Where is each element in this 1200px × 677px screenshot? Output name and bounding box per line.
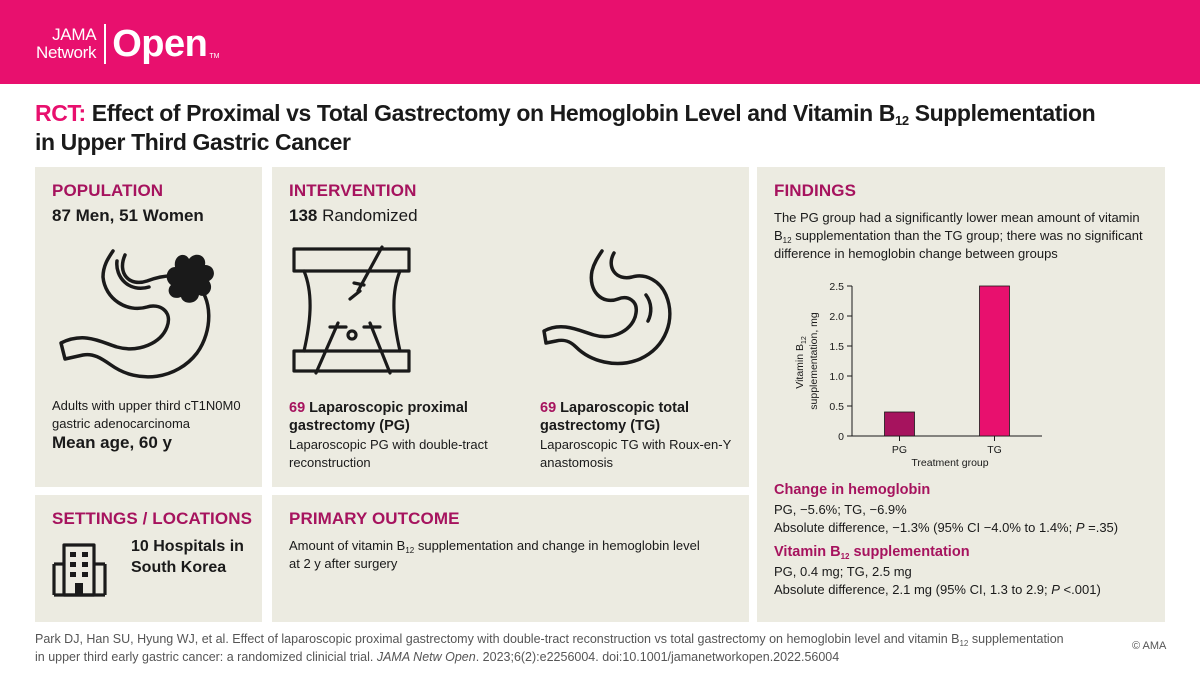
title-text-part1: Effect of Proximal vs Total Gastrectomy … bbox=[91, 100, 896, 126]
hemoglobin-text: PG, −5.6%; TG, −6.9% Absolute difference… bbox=[774, 501, 1154, 537]
title-text-line2: in Upper Third Gastric Cancer bbox=[35, 129, 351, 155]
logo-divider bbox=[104, 24, 107, 64]
logo-wordmark: JAMA Network bbox=[36, 25, 97, 62]
copyright: © AMA bbox=[1132, 640, 1167, 652]
stomach-with-tumor-icon bbox=[59, 249, 214, 379]
population-description: Adults with upper third cT1N0M0 gastric … bbox=[52, 398, 241, 431]
citation: Park DJ, Han SU, Hyung WJ, et al. Effect… bbox=[35, 632, 1064, 664]
title-subscript: 12 bbox=[895, 113, 909, 128]
findings-intro: The PG group had a significantly lower m… bbox=[774, 209, 1144, 263]
y-tick-label: 2.0 bbox=[829, 311, 844, 323]
laparoscopic-abdomen-icon bbox=[292, 245, 411, 375]
tg-arm: 69 Laparoscopic total gastrectomy (TG) L… bbox=[540, 399, 740, 472]
vitamin-title: Vitamin B12 supplementation bbox=[774, 544, 970, 561]
settings-panel: SETTINGS / LOCATIONS 10 Hospitals in Sou… bbox=[35, 495, 262, 622]
intervention-headline: 138 Randomized bbox=[289, 206, 418, 226]
pg-title: Laparoscopic proximal gastrectomy (PG) bbox=[289, 400, 468, 434]
pg-description: Laparoscopic PG with double-tract recons… bbox=[289, 437, 488, 470]
findings-intro-part1: The PG group had a significantly lower m… bbox=[774, 210, 1140, 243]
stomach-icon bbox=[542, 249, 672, 366]
intervention-panel: INTERVENTION 138 Randomized 69 Laparosco… bbox=[272, 167, 749, 487]
vitamin-line2: Absolute difference, 2.1 mg (95% CI, 1.3… bbox=[774, 582, 1101, 597]
y-tick-label: 1.5 bbox=[829, 341, 844, 353]
y-axis-label: Vitamin B12 supplementation, mg bbox=[794, 312, 820, 410]
vitamin-line1: PG, 0.4 mg; TG, 2.5 mg bbox=[774, 564, 912, 579]
vitamin-b12-bar-chart: 0 0.5 1.0 1.5 2.0 2.5 PG TG Vitamin B12 supple… bbox=[794, 281, 1042, 469]
tg-title: Laparoscopic total gastrectomy (TG) bbox=[540, 400, 690, 434]
logo-jama-text: JAMA bbox=[52, 25, 97, 44]
outcome-label: PRIMARY OUTCOME bbox=[289, 509, 460, 528]
bar-tg bbox=[979, 285, 1010, 437]
randomized-text: Randomized bbox=[317, 206, 418, 225]
x-axis-label: Treatment group bbox=[911, 457, 988, 469]
population-headline: 87 Men, 51 Women bbox=[52, 206, 204, 225]
intervention-label: INTERVENTION bbox=[289, 181, 417, 200]
findings-panel: FINDINGS The PG group had a significantl… bbox=[757, 167, 1165, 622]
logo-network-text: Network bbox=[36, 43, 97, 62]
population-panel: POPULATION 87 Men, 51 Women Adults with … bbox=[35, 167, 262, 487]
population-mean-age: Mean age, 60 y bbox=[52, 433, 173, 452]
hemoglobin-line1: PG, −5.6%; TG, −6.9% bbox=[774, 502, 907, 517]
title-text-part2: Supplementation bbox=[908, 100, 1096, 126]
findings-intro-subscript: 12 bbox=[782, 236, 792, 245]
vitamin-text: PG, 0.4 mg; TG, 2.5 mg Absolute differen… bbox=[774, 563, 1154, 599]
hemoglobin-line2: Absolute difference, −1.3% (95% CI −4.0%… bbox=[774, 520, 1119, 535]
pg-arm: 69 Laparoscopic proximal gastrectomy (PG… bbox=[289, 399, 489, 472]
primary-outcome-panel: PRIMARY OUTCOME Amount of vitamin B12 su… bbox=[272, 495, 749, 622]
hospital-building-icon bbox=[52, 543, 107, 597]
pg-count: 69 bbox=[289, 400, 306, 416]
hemoglobin-title: Change in hemoglobin bbox=[774, 482, 931, 498]
outcome-text: Amount of vitamin B12 supplementation an… bbox=[289, 538, 700, 571]
header-banner: JAMA Network Open TM bbox=[0, 0, 1200, 84]
population-label: POPULATION bbox=[52, 181, 164, 200]
x-tick-label-tg: TG bbox=[987, 444, 1002, 456]
y-tick-label: 2.5 bbox=[829, 281, 844, 293]
y-tick-label: 0 bbox=[838, 431, 844, 443]
tg-description: Laparoscopic TG with Roux-en-Y anastomos… bbox=[540, 437, 732, 470]
jama-network-open-logo: JAMA Network Open TM bbox=[36, 24, 219, 64]
title-rct-prefix: RCT: bbox=[35, 100, 86, 126]
logo-trademark: TM bbox=[209, 53, 220, 60]
randomized-count: 138 bbox=[289, 206, 318, 225]
findings-intro-part2: supplementation than the TG group; there… bbox=[774, 228, 1143, 261]
bar-pg bbox=[884, 411, 915, 437]
y-tick-label: 1.0 bbox=[829, 371, 844, 383]
settings-label: SETTINGS / LOCATIONS bbox=[52, 509, 253, 528]
logo-open-text: Open bbox=[112, 23, 208, 65]
settings-text: 10 Hospitals in South Korea bbox=[131, 538, 244, 576]
y-tick-label: 0.5 bbox=[829, 401, 844, 413]
tumor-blob bbox=[166, 254, 214, 303]
tg-count: 69 bbox=[540, 400, 557, 416]
page-title: RCT: Effect of Proximal vs Total Gastrec… bbox=[35, 99, 1175, 157]
x-tick-label-pg: PG bbox=[892, 444, 907, 456]
findings-label: FINDINGS bbox=[774, 181, 857, 200]
tg-arm-title: 69 Laparoscopic total gastrectomy (TG) bbox=[540, 399, 740, 435]
pg-arm-title: 69 Laparoscopic proximal gastrectomy (PG… bbox=[289, 399, 489, 435]
